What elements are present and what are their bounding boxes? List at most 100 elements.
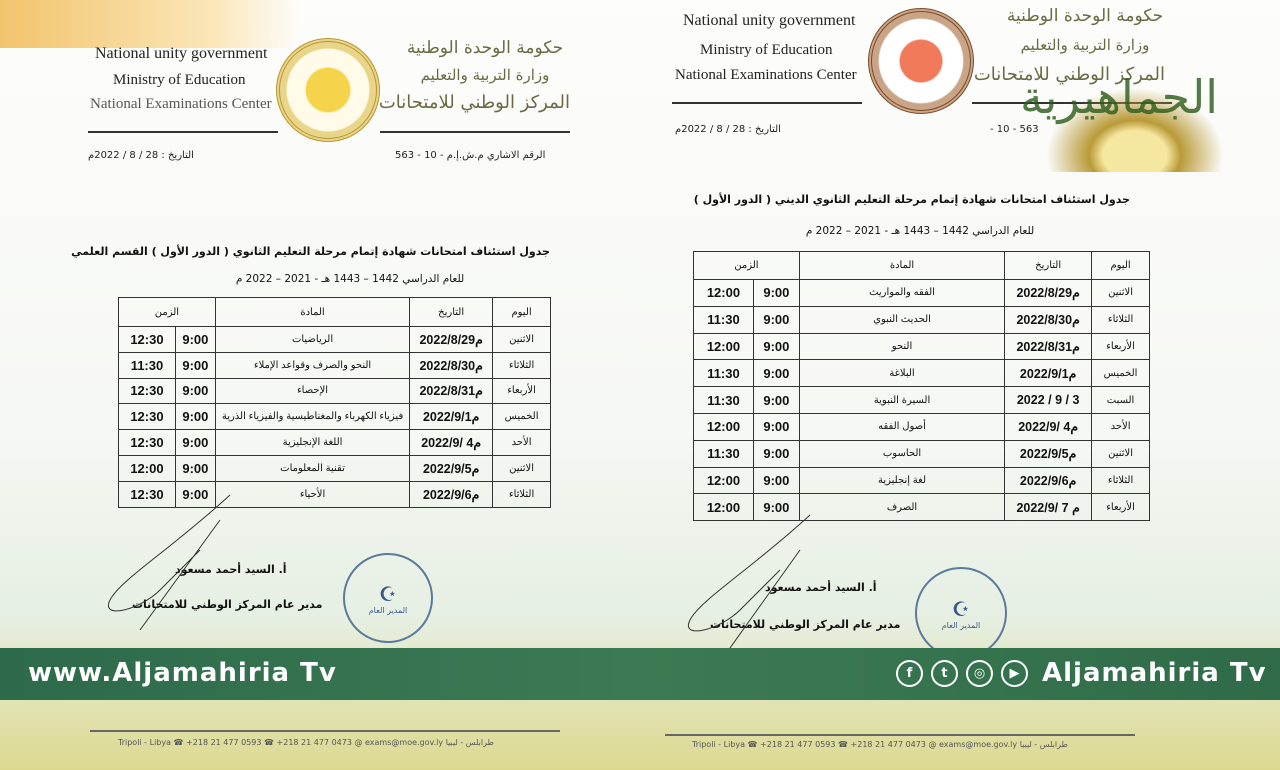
cell-day: الخميس [1091, 359, 1150, 388]
cell-end-time: 11:30 [693, 305, 754, 334]
banner-website[interactable]: www.Aljamahiria Tv [28, 658, 337, 688]
cell-start-time: 9:00 [174, 351, 216, 379]
cell-date: 2022/9/6م [1004, 466, 1093, 495]
cell-start-time: 9:00 [752, 412, 800, 441]
column-header-day: اليوم [492, 297, 551, 327]
cell-subject: النحو والصرف وقواعد الإملاء [214, 351, 411, 379]
divider [665, 734, 1135, 736]
twitter-icon[interactable]: t [931, 660, 958, 687]
reference-number: الرقم الاشاري م.ش.إ.م - 10 - 563 [395, 150, 546, 161]
header-en-line-1: National unity government [683, 12, 856, 29]
table-row: الأربعاء 2022/8/31م النحو 9:00 12:00 [693, 332, 1150, 361]
youtube-icon[interactable]: ▶ [1001, 660, 1028, 687]
cell-day: الاثنين [492, 326, 551, 353]
cell-subject: لغة إنجليزية [798, 466, 1006, 495]
cell-subject: فيزياء الكهرباء والمغناطيسية والفيزياء ا… [214, 403, 411, 431]
header-ar-line-2: وزارة التربية والتعليم [1020, 36, 1150, 54]
cell-start-time: 9:00 [174, 403, 216, 431]
cell-subject: السيرة النبوية [798, 386, 1006, 414]
table-row: الاثنين 2022/9/5م الحاسوب 9:00 11:30 [693, 439, 1150, 468]
header-ar-line-3: المركز الوطني للامتحانات [378, 92, 570, 113]
cell-start-time: 9:00 [752, 332, 800, 361]
header-en-line-3: National Examinations Center [675, 67, 857, 83]
cell-start-time: 9:00 [752, 386, 800, 414]
signature-icon [107, 494, 231, 631]
letter-date: التاريخ : 28 / 8 / 2022م [88, 150, 194, 161]
schedule-subtitle: للعام الدراسي 1442 – 1443 هـ - 2021 – 20… [805, 225, 1035, 237]
cell-day: الاثنين [1091, 279, 1150, 307]
cell-day: الثلاثاء [1091, 466, 1150, 495]
footer-contact: Tripoli - Libya ☎ +218 21 477 0593 ☎ +21… [118, 738, 494, 747]
cell-start-time: 9:00 [174, 454, 216, 482]
table-row: الثلاثاء 2022/9/6م الأحياء 9:00 12:30 [118, 480, 551, 508]
stamp-text: المدير العام [368, 605, 408, 615]
facebook-icon[interactable]: f [896, 660, 923, 687]
cell-subject: الفقه والمواريث [798, 279, 1006, 307]
cell-date: 2022/9/1م [1004, 359, 1093, 388]
cell-end-time: 12:30 [118, 377, 176, 405]
table-row: الأحد 2022/9/ 4م أصول الفقه 9:00 12:00 [693, 412, 1150, 441]
divider [672, 102, 862, 104]
cell-day: الثلاثاء [492, 351, 551, 379]
header-en-line-1: National unity government [95, 45, 268, 62]
cell-end-time: 12:30 [118, 326, 176, 353]
letter-date: التاريخ : 28 / 8 / 2022م [675, 124, 781, 135]
signatory-name: أ. السيد أحمد مسعود [765, 581, 877, 594]
cell-day: الثلاثاء [1091, 305, 1150, 334]
header-en-line-2: Ministry of Education [113, 72, 246, 88]
cell-date: 2022/9/1م [409, 403, 494, 431]
cell-date: 2022 / 9 / 3 [1004, 386, 1093, 414]
cell-start-time: 9:00 [174, 429, 216, 456]
logo-lettering: الجماهيرية [1020, 70, 1219, 124]
cell-subject: الحاسوب [798, 439, 1006, 468]
column-header-day: اليوم [1091, 251, 1150, 280]
cell-date: 2022/9/ 4م [409, 429, 494, 456]
cell-end-time: 12:30 [118, 480, 176, 508]
ministry-seal-icon [276, 38, 380, 142]
cell-subject: البلاغة [798, 359, 1006, 388]
cell-date: 2022/8/30م [1004, 305, 1093, 334]
table-header-row: اليوم التاريخ المادة الزمن [118, 297, 551, 327]
cell-end-time: 12:00 [693, 493, 754, 522]
official-stamp: ☪ المدير العام [915, 567, 1007, 659]
cell-subject: النحو [798, 332, 1006, 361]
signatory-title: مدير عام المركز الوطني للامتحانات [132, 598, 323, 611]
cell-start-time: 9:00 [752, 359, 800, 388]
footer-contact: Tripoli - Libya ☎ +218 21 477 0593 ☎ +21… [692, 740, 1068, 749]
table-header-row: اليوم التاريخ المادة الزمن [693, 251, 1150, 280]
cell-start-time: 9:00 [174, 377, 216, 405]
instagram-icon[interactable]: ◎ [966, 660, 993, 687]
cell-date: 2022/9/5م [409, 454, 494, 482]
schedule-title: جدول استئناف امتحانات شهادة إتمام مرحلة … [693, 193, 1130, 206]
header-ar-line-1: حكومة الوحدة الوطنية [1006, 6, 1164, 26]
cell-day: الأحد [492, 429, 551, 456]
cell-end-time: 12:00 [693, 466, 754, 495]
cell-end-time: 11:30 [693, 386, 754, 414]
cell-date: 2022/9/ 7 م [1004, 493, 1093, 522]
cell-subject: الرياضيات [214, 326, 411, 353]
cell-date: 2022/9/ 4م [1004, 412, 1093, 441]
table-row: الثلاثاء 2022/9/6م لغة إنجليزية 9:00 12:00 [693, 466, 1150, 495]
table-row: الاثنين 2022/8/29م الرياضيات 9:00 12:30 [118, 326, 551, 353]
exam-schedule-table: اليوم التاريخ المادة الزمن الاثنين 2022/8… [118, 297, 551, 508]
cell-subject: الأحياء [214, 480, 411, 508]
cell-date: 2022/8/29م [1004, 279, 1093, 307]
divider [380, 131, 570, 133]
column-header-subject: المادة [798, 251, 1006, 280]
table-row: الخميس 2022/9/1م البلاغة 9:00 11:30 [693, 359, 1150, 388]
cell-start-time: 9:00 [174, 326, 216, 353]
table-row: الأربعاء 2022/8/31م الإحصاء 9:00 12:30 [118, 377, 551, 405]
cell-date: 2022/9/6م [409, 480, 494, 508]
cell-subject: أصول الفقه [798, 412, 1006, 441]
cell-date: 2022/9/5م [1004, 439, 1093, 468]
signatory-title: مدير عام المركز الوطني للامتحانات [710, 618, 901, 631]
cell-start-time: 9:00 [752, 466, 800, 495]
channel-banner: www.Aljamahiria Tv f t ◎ ▶ Aljamahiria T… [0, 648, 1280, 700]
cell-end-time: 12:30 [118, 429, 176, 456]
table-row: الاثنين 2022/8/29م الفقه والمواريث 9:00 12:0… [693, 279, 1150, 307]
table-row: الخميس 2022/9/1م فيزياء الكهرباء والمغناطي… [118, 403, 551, 431]
cell-day: الأربعاء [492, 377, 551, 405]
cell-end-time: 12:00 [693, 412, 754, 441]
table-row: الثلاثاء 2022/8/30م النحو والصرف وقواعد ال… [118, 351, 551, 379]
column-header-time: الزمن [693, 251, 800, 280]
